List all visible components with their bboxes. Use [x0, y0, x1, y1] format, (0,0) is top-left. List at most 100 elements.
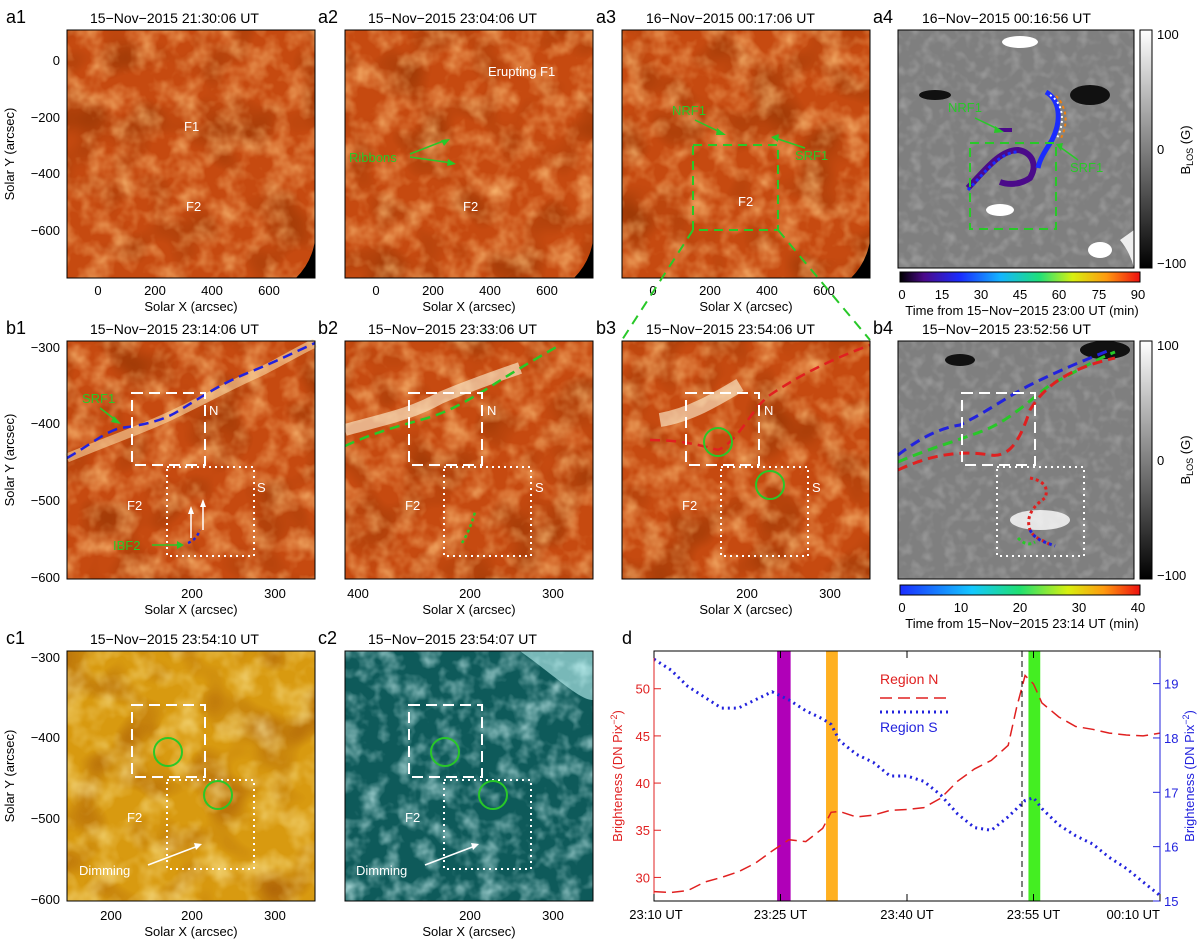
- x-tick: 200: [422, 283, 444, 298]
- note-f2: F2: [405, 810, 420, 825]
- y-tick: −600: [31, 892, 60, 907]
- panel-time: 15−Nov−2015 23:04:06 UT: [368, 10, 537, 26]
- x-axis-label: Solar X (arcsec): [699, 602, 792, 617]
- tick-label-x: 23:55 UT: [1007, 907, 1061, 922]
- cbar-tick: 15: [935, 287, 949, 302]
- x-tick: 400: [479, 283, 501, 298]
- panel-d: d 30 35 40 45 50 15 16 17 18 19 23:10 UT 23:25 UT 23…: [609, 628, 1197, 922]
- x-tick: 600: [258, 283, 280, 298]
- note-f2: F2: [738, 194, 753, 209]
- x-tick: 300: [542, 586, 564, 601]
- x-tick: 200: [736, 586, 758, 601]
- time-colorbar: [899, 584, 1141, 596]
- note-srf1: SRF1: [1070, 160, 1103, 175]
- cbar-tick: 45: [1013, 287, 1027, 302]
- x-tick: 200: [100, 908, 122, 923]
- y-tick: −400: [31, 166, 60, 181]
- cbar-tick: 0: [898, 287, 905, 302]
- x-axis-label: Solar X (arcsec): [699, 299, 792, 314]
- x-tick: 300: [819, 586, 841, 601]
- chart-axes: 30 35 40 45 50 15 16 17 18 19 23:10 UT 23:25 UT 23:4…: [629, 651, 1178, 922]
- y-right-label: Brighteness (DN Pix−2): [1181, 710, 1197, 842]
- note-f1: F1: [184, 119, 199, 134]
- zoom-connector: [777, 229, 871, 341]
- circle-s: [203, 780, 233, 810]
- series-region-n: [654, 674, 1160, 894]
- tick-label-left: 50: [636, 682, 650, 697]
- x-tick: 300: [542, 908, 564, 923]
- panel-label: c1: [6, 628, 25, 648]
- magnetic-patches: [919, 36, 1112, 258]
- chart-series: [654, 657, 1160, 897]
- panel-label: a1: [6, 7, 26, 27]
- panel-b3: N S F2 b3 15−Nov−2015 23:54:06 UT 200 30…: [596, 318, 871, 617]
- track-blue: [897, 348, 1111, 457]
- label-s: S: [257, 480, 266, 495]
- blos-label: BLOS (G): [1178, 125, 1195, 174]
- note-dimming: Dimming: [79, 863, 130, 878]
- x-tick: 400: [201, 283, 223, 298]
- panel-b4: b4 15−Nov−2015 23:52:56 UT 100 0 −100 BL…: [873, 318, 1195, 631]
- panel-label: a3: [596, 7, 616, 27]
- band-purple: [777, 651, 791, 901]
- tick-label-right: 16: [1164, 840, 1178, 855]
- x-tick: 200: [459, 908, 481, 923]
- circle-n: [153, 737, 183, 767]
- note-f2: F2: [405, 498, 420, 513]
- panel-label: b4: [873, 318, 893, 338]
- panel-time: 16−Nov−2015 00:16:56 UT: [922, 10, 1091, 26]
- panel-label: a2: [318, 7, 338, 27]
- panel-time: 15−Nov−2015 23:33:06 UT: [368, 321, 537, 337]
- panel-time: 15−Nov−2015 23:54:07 UT: [368, 631, 537, 647]
- x-axis-label: Solar X (arcsec): [144, 924, 237, 939]
- x-tick: 200: [181, 908, 203, 923]
- series-region-s: [654, 657, 1160, 897]
- y-tick: −300: [31, 340, 60, 355]
- highlight-bands: [777, 651, 1041, 901]
- panel-time: 15−Nov−2015 23:14:06 UT: [90, 321, 259, 337]
- y-tick: −200: [31, 110, 60, 125]
- tick-label-right: 15: [1164, 894, 1178, 909]
- panel-label: b2: [318, 318, 338, 338]
- note-nrf1: NRF1: [948, 100, 982, 115]
- x-tick: 0: [372, 283, 379, 298]
- blos-tick: −100: [1157, 568, 1186, 583]
- band-lime: [1028, 651, 1041, 901]
- panel-c1: F2 Dimming c1 15−Nov−2015 23:54:10 UT −3…: [2, 628, 316, 939]
- panel-label: b3: [596, 318, 616, 338]
- cbar-tick: 40: [1131, 600, 1145, 615]
- label-s: S: [535, 480, 544, 495]
- circle-n: [703, 427, 733, 457]
- cbar-tick: 60: [1052, 287, 1066, 302]
- y-tick: −500: [31, 493, 60, 508]
- x-axis-label: Solar X (arcsec): [144, 602, 237, 617]
- note-f2: F2: [186, 199, 201, 214]
- zoom-connector: [621, 229, 694, 341]
- legend-region-s: Region S: [880, 719, 938, 735]
- y-axis-label: Solar Y (arcsec): [2, 414, 17, 507]
- panel-time: 15−Nov−2015 21:30:06 UT: [90, 10, 259, 26]
- blos-tick: 0: [1157, 142, 1164, 157]
- x-axis-label: Solar X (arcsec): [422, 299, 515, 314]
- label-n: N: [209, 403, 218, 418]
- x-tick: 0: [94, 283, 101, 298]
- note-f2: F2: [463, 199, 478, 214]
- panel-time: 15−Nov−2015 23:54:10 UT: [90, 631, 259, 647]
- x-tick: 300: [264, 586, 286, 601]
- tick-label-right: 17: [1164, 785, 1178, 800]
- x-axis-label: Solar X (arcsec): [422, 924, 515, 939]
- circle-n: [430, 737, 460, 767]
- y-axis-label: Solar Y (arcsec): [2, 730, 17, 823]
- note-erupting-f1: Erupting F1: [488, 64, 555, 79]
- ribbon-track-south: [965, 146, 1037, 191]
- ribbon-track-north: [1035, 89, 1061, 169]
- note-ibf2: IBF2: [113, 538, 140, 553]
- tick-label-x: 23:25 UT: [754, 907, 808, 922]
- tick-label-left: 45: [636, 729, 650, 744]
- circle-s: [755, 470, 785, 500]
- panel-a2: Erupting F1 Ribbons F2 a2 15−Nov−2015 23…: [318, 7, 594, 314]
- cbar-tick: 30: [1072, 600, 1086, 615]
- y-left-label: Brighteness (DN Pix−2): [609, 710, 625, 842]
- track-red: [897, 356, 1116, 472]
- tick-label-x: 23:40 UT: [880, 907, 934, 922]
